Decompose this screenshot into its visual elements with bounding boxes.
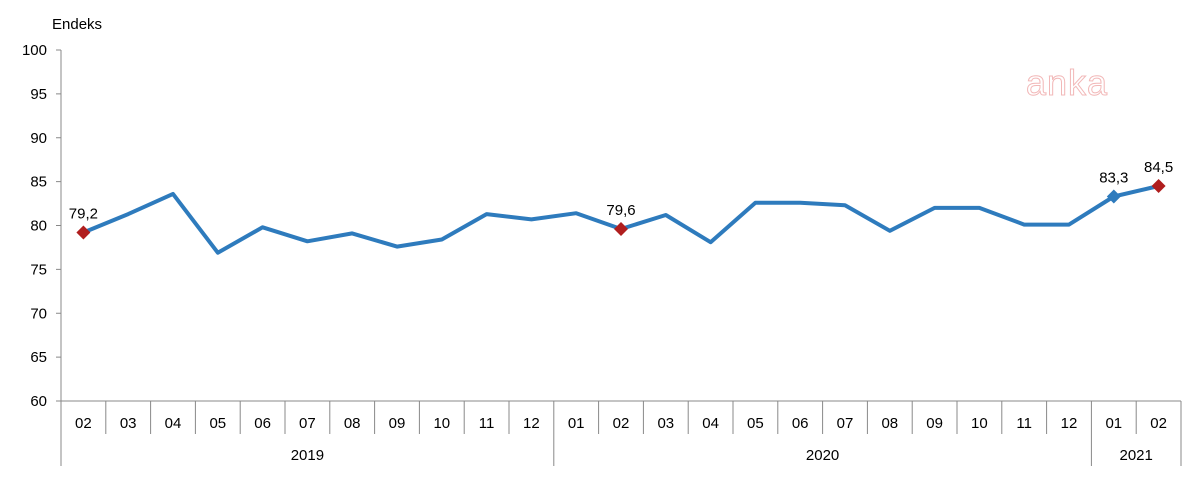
y-tick-labels: 60 65 70 75 80 85 90 95 100: [22, 42, 47, 410]
x-category-label: 10: [433, 415, 450, 432]
y-tick-label: 60: [30, 393, 47, 410]
x-category-label: 02: [1150, 415, 1167, 432]
y-axis-title: Endeks: [52, 16, 103, 33]
year-group-label: 2021: [1120, 447, 1153, 464]
series-line: [81, 184, 1161, 255]
data-label: 79,2: [69, 206, 98, 223]
y-tick-label: 70: [30, 305, 47, 322]
x-category-label: 04: [165, 415, 182, 432]
x-category-label: 12: [1061, 415, 1078, 432]
x-category-label: 09: [926, 415, 943, 432]
x-category-label: 09: [389, 415, 406, 432]
year-group-label: 2020: [806, 447, 839, 464]
x-category-label: 11: [1016, 415, 1032, 432]
y-tick-label: 65: [30, 349, 47, 366]
x-category-label: 01: [1105, 415, 1122, 432]
x-category-label: 06: [254, 415, 271, 432]
y-tick-label: 85: [30, 174, 47, 191]
y-tick-label: 75: [30, 261, 47, 278]
data-marker: [1151, 179, 1166, 194]
x-category-label: 05: [747, 415, 764, 432]
x-category-label: 03: [120, 415, 137, 432]
x-category-label: 08: [344, 415, 361, 432]
y-tick-label: 95: [30, 86, 47, 103]
year-group-label: 2019: [291, 447, 324, 464]
y-tick-label: 100: [22, 42, 47, 59]
x-category-label: 07: [299, 415, 316, 432]
x-category-label: 07: [837, 415, 854, 432]
y-tick-label: 90: [30, 130, 47, 147]
data-marker: [614, 222, 628, 237]
x-category-label: 02: [613, 415, 630, 432]
x-category-label: 06: [792, 415, 809, 432]
series-lines: [81, 184, 1161, 255]
x-category-label: 04: [702, 415, 719, 432]
data-markers: 79,2 79,6 83,3 84,5: [69, 159, 1173, 240]
year-group-labels: 2019 2020 2021: [291, 447, 1153, 464]
y-tick-label: 80: [30, 218, 47, 235]
x-category-label: 10: [971, 415, 988, 432]
data-label: 79,6: [606, 202, 635, 219]
x-category-label: 11: [479, 415, 495, 432]
data-label: 84,5: [1144, 159, 1173, 176]
data-label: 83,3: [1099, 170, 1128, 187]
x-category-label: 05: [209, 415, 226, 432]
data-marker: [76, 225, 91, 240]
axes: [56, 49, 1182, 466]
x-category-labels: 02 03 04 05 06 07 08 09 10 11 12 01 02 03 04 05 06 07 08 09…: [75, 415, 1167, 432]
x-category-label: 02: [75, 415, 92, 432]
x-category-label: 01: [568, 415, 585, 432]
x-category-label: 12: [523, 415, 540, 432]
x-category-label: 03: [657, 415, 674, 432]
x-category-label: 08: [881, 415, 898, 432]
anka-watermark: anka: [1025, 62, 1109, 104]
data-marker: [1106, 189, 1121, 204]
